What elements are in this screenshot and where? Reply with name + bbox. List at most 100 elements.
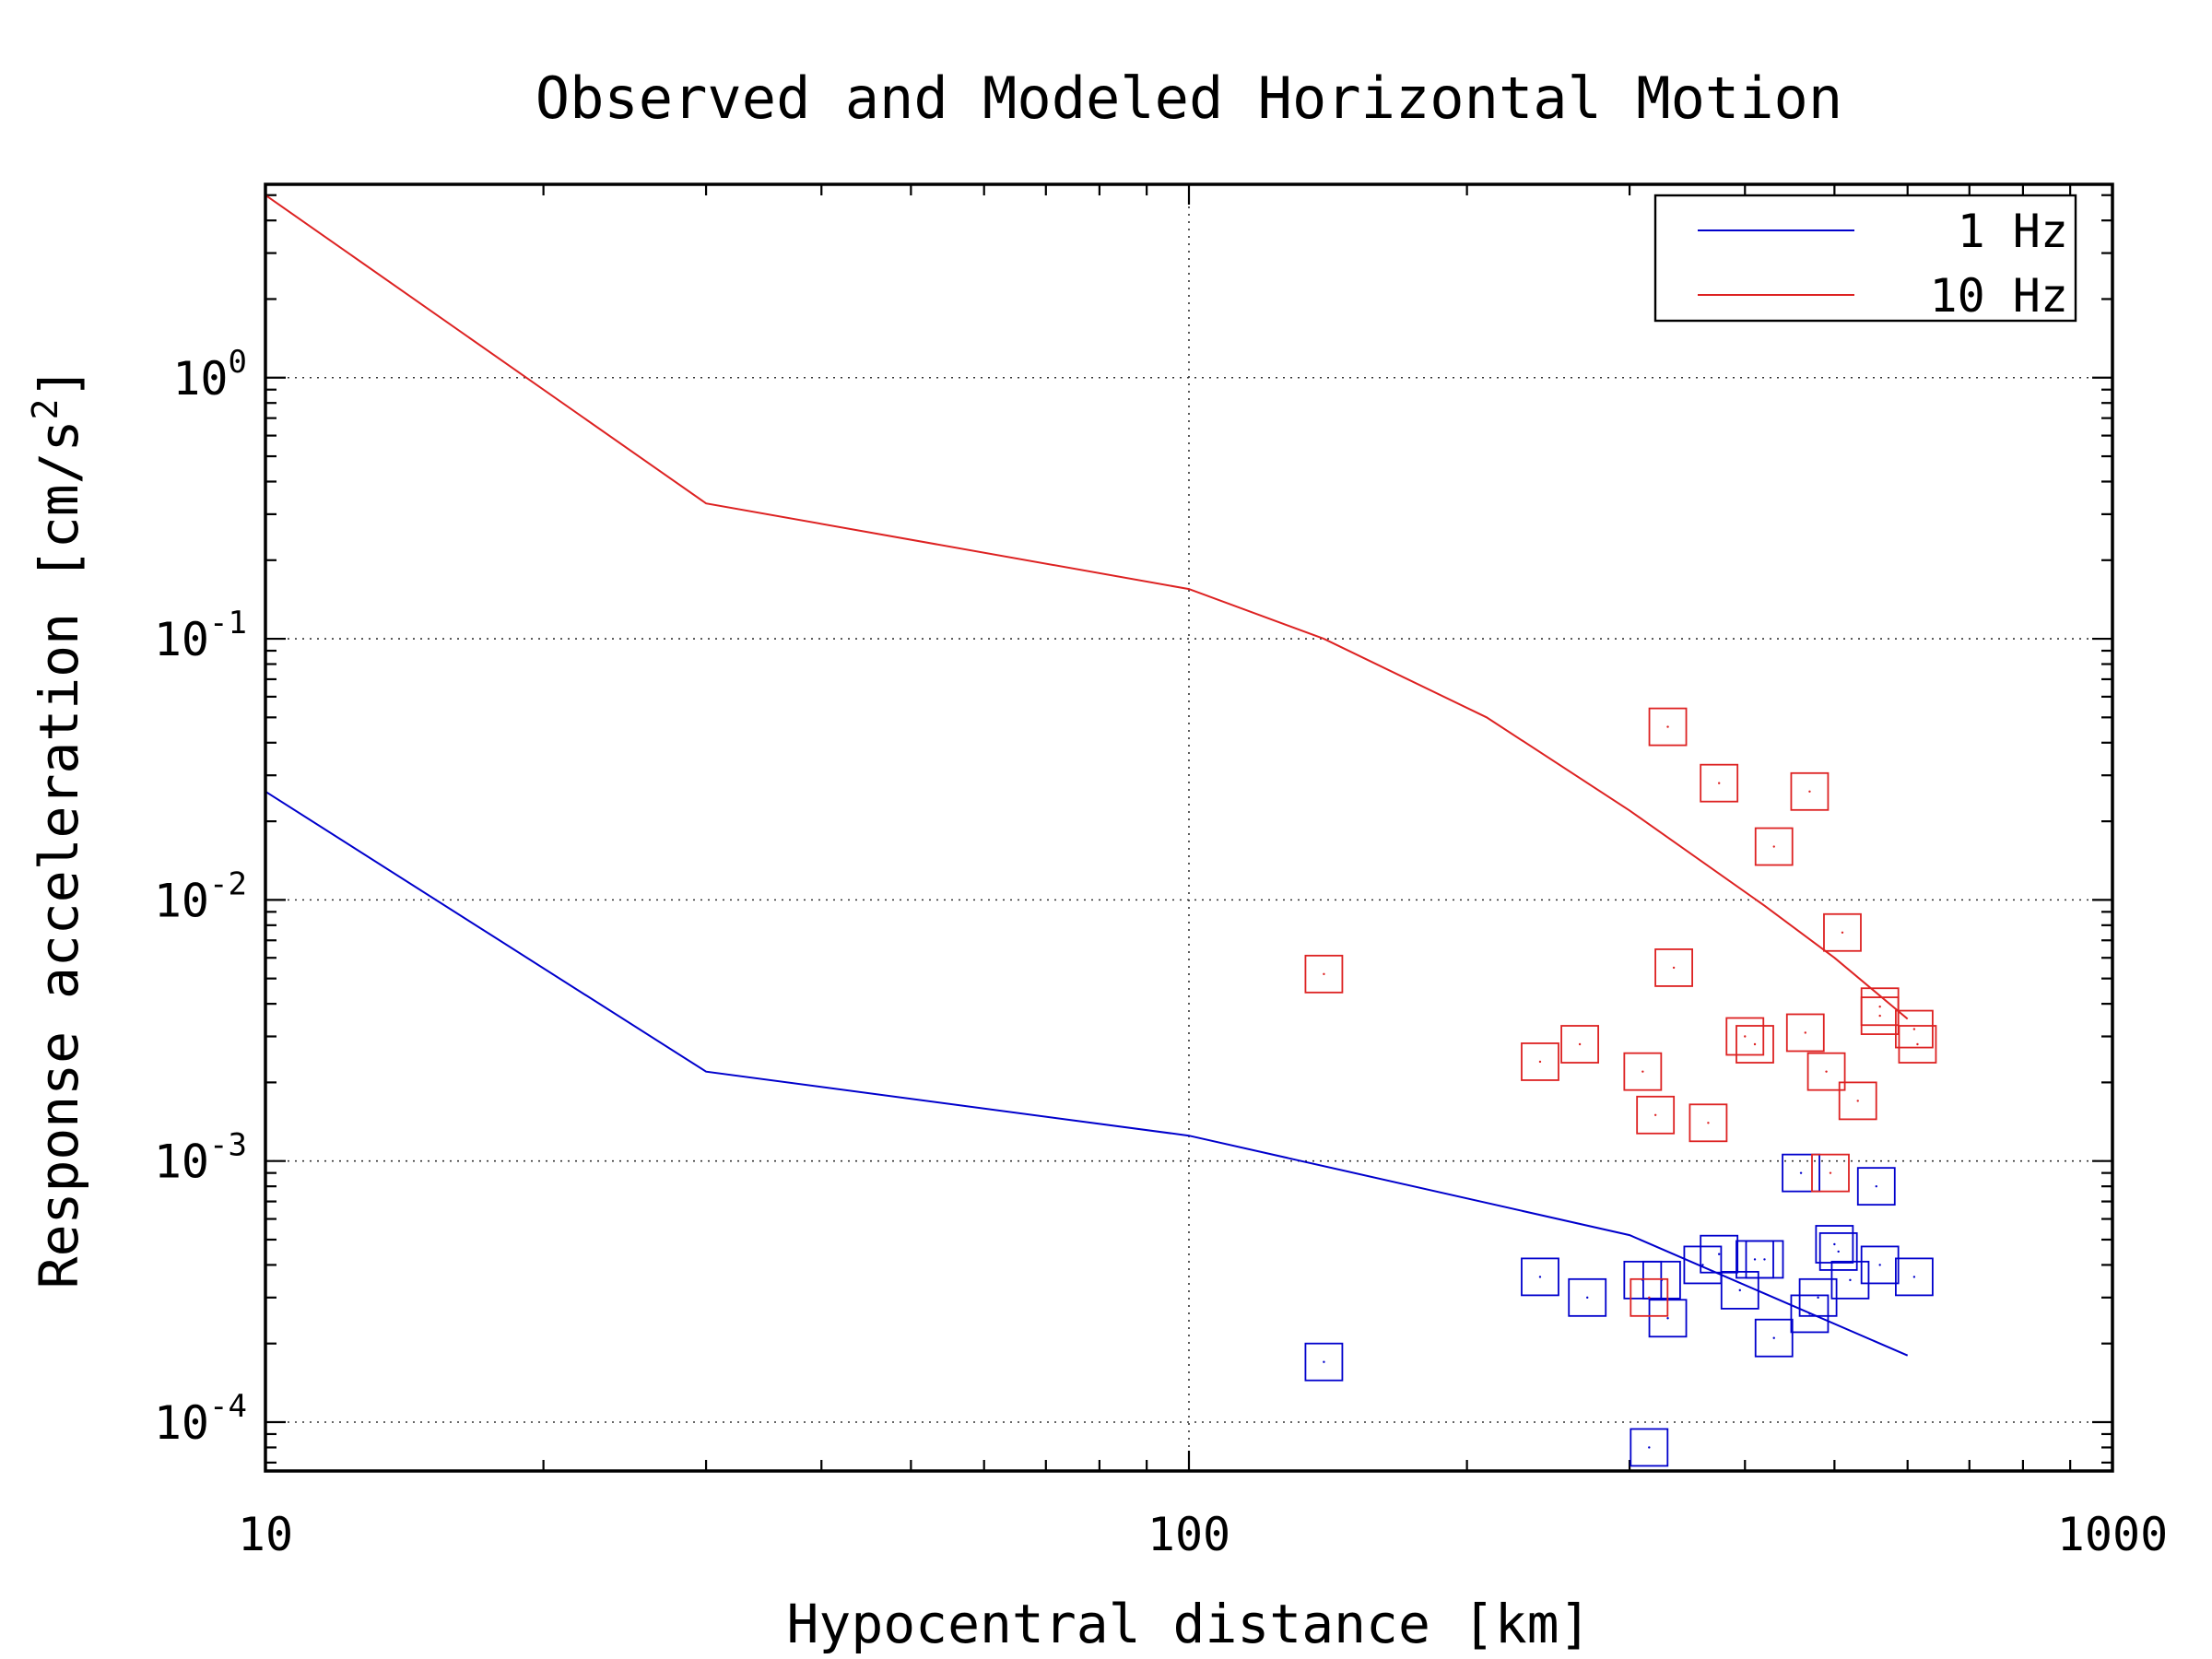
data-point-marker <box>1630 1277 1669 1317</box>
data-point-center <box>1666 725 1669 728</box>
data-point-center <box>1666 1317 1669 1320</box>
data-point-marker <box>1623 1052 1663 1091</box>
data-point-center <box>1538 1276 1542 1278</box>
data-point-center <box>1799 1171 1803 1174</box>
x-tick-labels: 10 100 1000 <box>238 1508 2168 1561</box>
y-tick-base: 10 <box>154 1135 209 1189</box>
data-point-center <box>1829 1171 1832 1174</box>
y-tick-label: 10-3 <box>154 1127 247 1189</box>
data-point-center <box>1744 1035 1747 1038</box>
data-point-center <box>1808 790 1811 794</box>
data-point-marker <box>1823 912 1862 952</box>
data-point-center <box>1323 1360 1325 1363</box>
data-point-center <box>1672 966 1676 970</box>
data-point-center <box>1808 1312 1811 1315</box>
data-point-center <box>1772 845 1775 848</box>
axis-ticks <box>264 184 2112 1471</box>
data-point-marker <box>1735 1025 1774 1064</box>
data-point-marker <box>1720 1270 1759 1310</box>
y-tick-base: 10 <box>154 874 209 927</box>
x-tick-label: 1000 <box>2057 1508 2168 1561</box>
data-point-marker <box>1860 1245 1900 1285</box>
data-point-center <box>1772 1336 1775 1339</box>
y-tick-exponent: -1 <box>209 605 247 641</box>
legend-label: 10 Hz <box>1929 269 2068 323</box>
legend: 1 Hz 10 Hz <box>1653 194 2077 323</box>
data-point-marker <box>1642 1260 1681 1300</box>
data-point-center <box>1878 1014 1881 1018</box>
x-tick-label: 100 <box>1147 1508 1230 1561</box>
y-tick-base: 10 <box>154 1396 209 1450</box>
x-axis-label: Hypocentral distance [km] <box>787 1593 1592 1655</box>
series <box>265 194 1937 1467</box>
data-point-marker <box>1806 1052 1846 1091</box>
data-point-center <box>1916 1042 1919 1046</box>
data-point-center <box>1912 1276 1916 1278</box>
data-point-marker <box>1521 1042 1559 1081</box>
data-point-center <box>1753 1258 1757 1261</box>
y-tick-base: 10 <box>154 613 209 666</box>
data-point-marker <box>1304 954 1344 994</box>
y-tick-label: 10-4 <box>154 1388 247 1450</box>
data-point-center <box>1841 931 1844 934</box>
y-tick-exponent: -3 <box>209 1127 247 1164</box>
y-axis-label: Response acceleration [cm/s2] <box>25 367 90 1289</box>
y-tick-exponent: -2 <box>209 865 247 902</box>
data-point-center <box>1701 1264 1704 1266</box>
data-point-marker <box>1785 1013 1825 1053</box>
data-point-center <box>1763 1258 1766 1261</box>
data-point-center <box>1717 1253 1721 1255</box>
y-tick-label: 100 <box>172 344 247 406</box>
data-point-marker <box>1838 1081 1877 1121</box>
data-point-center <box>1753 1042 1757 1046</box>
data-point-center <box>1641 1070 1644 1073</box>
data-point-center <box>1912 1028 1916 1030</box>
data-point-marker <box>1830 1260 1870 1300</box>
data-point-marker <box>1700 763 1739 803</box>
data-point-marker <box>1560 1025 1599 1064</box>
data-point-center <box>1856 1100 1859 1102</box>
data-point-center <box>1878 1006 1881 1008</box>
data-point-marker <box>1898 1025 1937 1064</box>
data-point-marker <box>1790 771 1830 811</box>
data-point-center <box>1878 1264 1881 1266</box>
data-point-center <box>1875 1184 1877 1188</box>
data-point-center <box>1837 1250 1840 1253</box>
data-point-marker <box>1754 1318 1794 1358</box>
data-point-marker <box>1683 1245 1723 1285</box>
data-point-center <box>1825 1070 1828 1073</box>
data-point-marker <box>1745 1240 1784 1279</box>
data-point-center <box>1586 1296 1589 1300</box>
data-point-center <box>1578 1042 1582 1046</box>
data-point-center <box>1323 972 1325 976</box>
data-point-center <box>1804 1031 1806 1034</box>
data-point-center <box>1648 1296 1651 1300</box>
data-point-center <box>1653 1113 1657 1116</box>
y-axis-label-tail: ] <box>28 367 90 399</box>
y-tick-label: 10-1 <box>154 605 247 666</box>
data-point-marker <box>1856 1167 1896 1206</box>
data-point-marker <box>1688 1103 1728 1143</box>
data-point-marker <box>1754 827 1794 866</box>
data-point-marker <box>1725 1017 1765 1056</box>
data-point-marker <box>1782 1153 1820 1193</box>
data-point-marker <box>1630 1428 1669 1467</box>
y-axis-label-text: Response acceleration [cm/s <box>28 420 90 1289</box>
data-point-marker <box>1521 1257 1559 1297</box>
data-point-marker <box>1798 1277 1838 1317</box>
data-point-center <box>1538 1060 1542 1064</box>
y-tick-base: 10 <box>172 352 228 406</box>
plot-frame <box>264 182 2114 1473</box>
data-point-marker <box>1818 1232 1858 1271</box>
data-point-center <box>1717 782 1721 784</box>
grid <box>265 184 2112 1471</box>
data-point-marker <box>1568 1277 1607 1317</box>
chart-title: Observed and Modeled Horizontal Motion <box>535 65 1842 132</box>
y-tick-label: 10-2 <box>154 865 247 927</box>
data-point-marker <box>1654 948 1693 987</box>
data-point-center <box>1817 1296 1819 1300</box>
y-tick-exponent: -4 <box>209 1388 247 1425</box>
data-point-marker <box>1895 1257 1934 1297</box>
